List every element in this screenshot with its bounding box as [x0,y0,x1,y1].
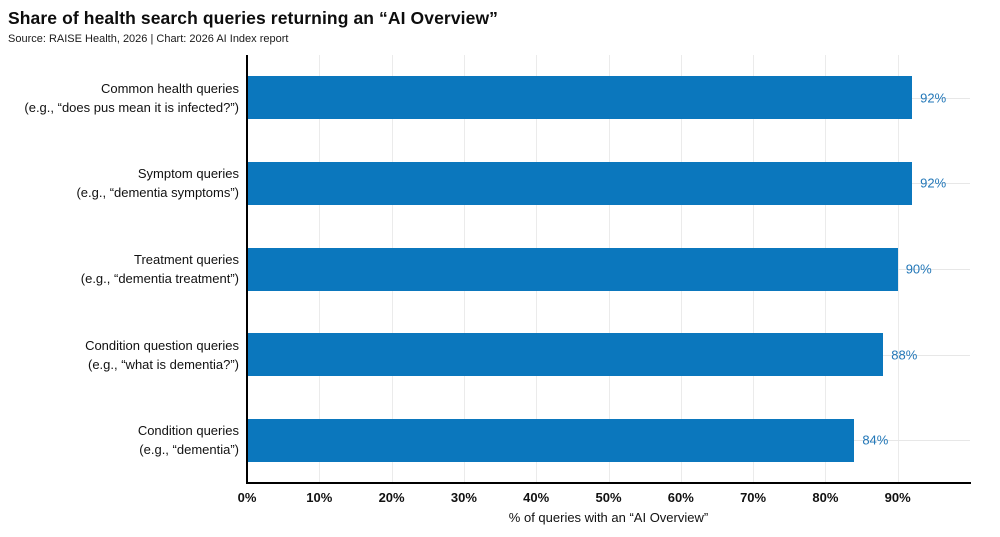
x-axis-spine [246,482,971,484]
bar [247,333,884,377]
x-tick-label: 20% [378,490,405,505]
category-label: Condition queries (e.g., “dementia”) [0,421,239,459]
bar-value-label: 90% [905,261,932,277]
x-tick-label: 30% [450,490,477,505]
y-axis-spine [246,55,248,483]
category-label: Condition question queries (e.g., “what i… [0,336,239,374]
bar [247,161,913,205]
bar [247,76,913,120]
bar-value-label: 92% [920,175,947,191]
bar [247,418,855,462]
category-label-main: Symptom queries [137,166,239,182]
category-label-example: (e.g., “what is dementia?”) [87,356,239,372]
x-axis-label: % of queries with an “AI Overview” [508,510,709,525]
bar [247,247,898,291]
x-tick-label: 70% [740,490,767,505]
category-label: Common health queries (e.g., “does pus me… [0,79,239,117]
category-label-main: Condition question queries [85,337,239,353]
bar-value-label: 92% [920,90,947,106]
category-label-main: Condition queries [137,423,239,439]
category-label: Treatment queries (e.g., “dementia treatm… [0,250,239,288]
bar-value-label: 88% [891,347,918,363]
category-label-example: (e.g., “dementia”) [139,442,239,458]
x-tick-label: 10% [306,490,333,505]
x-tick-label: 0% [237,490,257,505]
x-tick-label: 80% [812,490,839,505]
x-tick-label: 90% [884,490,911,505]
bar-value-label: 84% [862,432,889,448]
chart-title: Share of health search queries returning… [8,8,499,28]
x-tick-label: 40% [523,490,550,505]
x-tick-label: 50% [595,490,622,505]
x-tick-label: 60% [667,490,694,505]
category-label-main: Treatment queries [133,252,239,267]
category-label-main: Common health queries [100,80,239,96]
category-label-example: (e.g., “dementia symptoms”) [76,185,239,201]
category-label-example: (e.g., “does pus mean it is infected?”) [24,99,239,115]
chart-source-caption: Source: RAISE Health, 2026 | Chart: 2026… [8,33,289,45]
category-label-example: (e.g., “dementia treatment”) [80,271,239,286]
category-label: Symptom queries (e.g., “dementia symptoms… [0,164,239,202]
plot-area: 92% Common health queries (e.g., “does pus… [24,55,971,525]
